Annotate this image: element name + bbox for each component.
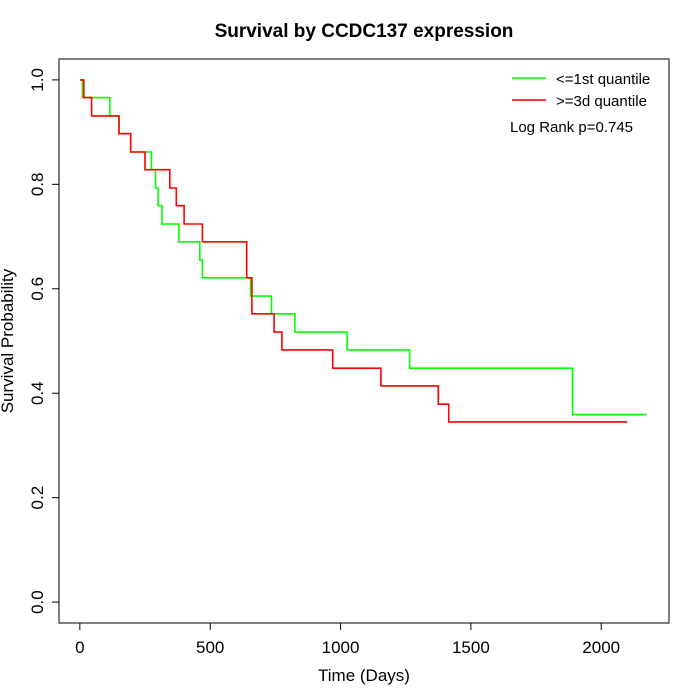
x-axis: 0 500 1000 1500 2000 [75, 622, 620, 657]
x-tick-label: 1500 [452, 638, 490, 657]
legend-label-series-0: <=1st quantile [556, 71, 650, 88]
plot-frame [58, 58, 670, 624]
y-tick-label: 0.8 [28, 173, 47, 197]
y-tick-label: 1.0 [28, 68, 47, 92]
x-tick-label: 1000 [322, 638, 360, 657]
y-axis-label: Survival Probability [0, 268, 17, 413]
x-tick-label: 0 [75, 638, 84, 657]
log-rank-annotation: Log Rank p=0.745 [510, 119, 633, 136]
y-axis: 0.0 0.2 0.4 0.6 0.8 1.0 [28, 68, 60, 614]
series-layer [79, 79, 647, 423]
x-tick-label: 500 [196, 638, 224, 657]
y-tick-label: 0.2 [28, 486, 47, 510]
legend: <=1st quantile >=3d quantile Log Rank p=… [510, 71, 650, 136]
series-line-1 [79, 79, 628, 423]
x-tick-label: 2000 [582, 638, 620, 657]
legend-label-series-1: >=3d quantile [556, 93, 647, 110]
x-axis-label: Time (Days) [318, 666, 410, 685]
y-tick-label: 0.0 [28, 590, 47, 614]
chart-title: Survival by CCDC137 expression [215, 21, 514, 42]
y-tick-label: 0.6 [28, 277, 47, 301]
y-tick-label: 0.4 [28, 381, 47, 405]
